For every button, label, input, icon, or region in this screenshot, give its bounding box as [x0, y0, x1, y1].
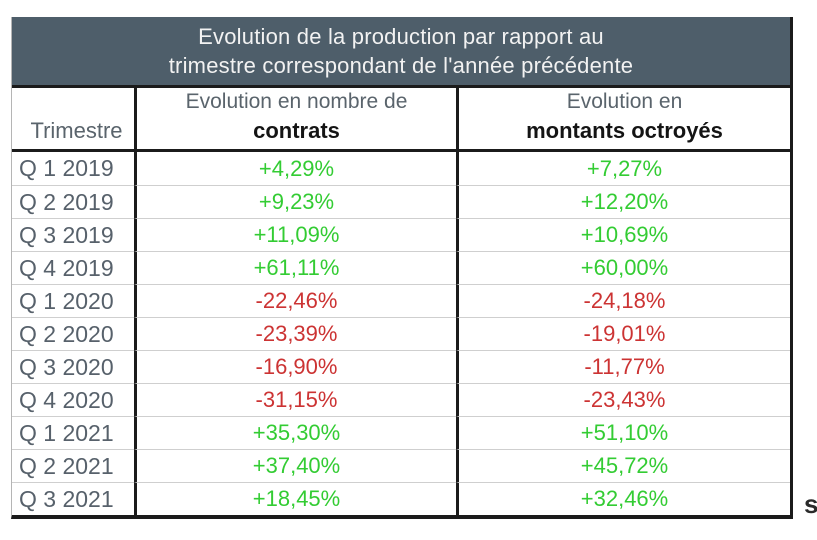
row-label-cell: Q 4 2019 [12, 251, 134, 284]
contrats-value-cell: -31,15% [134, 383, 456, 416]
contrats-value-cell: -22,46% [134, 284, 456, 317]
column-header-contrats-subtitle: Evolution en nombre de [185, 90, 408, 113]
row-label-cell: Q 1 2019 [12, 152, 134, 185]
montants-value-cell: +32,46% [456, 482, 790, 515]
montants-value-cell: +7,27% [456, 152, 790, 185]
montants-value-cell: -19,01% [456, 317, 790, 350]
column-header-trimestre: Trimestre [12, 88, 134, 152]
production-evolution-table: Evolution de la production par rapport a… [11, 17, 793, 519]
column-header-contrats: Evolution en nombre de contrats [134, 88, 456, 152]
row-label-cell: Q 2 2019 [12, 185, 134, 218]
row-label-cell: Q 2 2021 [12, 449, 134, 482]
contrats-value-cell: +18,45% [134, 482, 456, 515]
row-label-cell: Q 3 2019 [12, 218, 134, 251]
montants-value-cell: +51,10% [456, 416, 790, 449]
montants-value-cell: -24,18% [456, 284, 790, 317]
contrats-value-cell: +37,40% [134, 449, 456, 482]
contrats-value-cell: +9,23% [134, 185, 456, 218]
row-label-cell: Q 3 2020 [12, 350, 134, 383]
row-label-cell: Q 1 2021 [12, 416, 134, 449]
column-header-contrats-label: contrats [253, 118, 340, 143]
row-label-cell: Q 3 2021 [12, 482, 134, 515]
table-title-line2: trimestre correspondant de l'année précé… [168, 53, 634, 78]
contrats-value-cell: +11,09% [134, 218, 456, 251]
contrats-value-cell: -23,39% [134, 317, 456, 350]
montants-value-cell: -11,77% [456, 350, 790, 383]
montants-value-cell: +45,72% [456, 449, 790, 482]
table-title-line1: Evolution de la production par rapport a… [198, 24, 604, 49]
montants-value-cell: +60,00% [456, 251, 790, 284]
row-label-cell: Q 4 2020 [12, 383, 134, 416]
montants-value-cell: -23,43% [456, 383, 790, 416]
contrats-value-cell: +61,11% [134, 251, 456, 284]
clipped-text-fragment: s [804, 489, 817, 519]
contrats-value-cell: +35,30% [134, 416, 456, 449]
contrats-value-cell: -16,90% [134, 350, 456, 383]
column-header-trimestre-label: Trimestre [30, 118, 123, 143]
table-title-band: Evolution de la production par rapport a… [12, 17, 790, 88]
contrats-value-cell: +4,29% [134, 152, 456, 185]
montants-value-cell: +12,20% [456, 185, 790, 218]
column-header-montants: Evolution en montants octroyés [456, 88, 790, 152]
row-label-cell: Q 2 2020 [12, 317, 134, 350]
column-header-montants-subtitle: Evolution en [566, 90, 683, 113]
montants-value-cell: +10,69% [456, 218, 790, 251]
row-label-cell: Q 1 2020 [12, 284, 134, 317]
table-grid: Trimestre Evolution en nombre de contrat… [12, 88, 790, 515]
column-header-montants-label: montants octroyés [526, 118, 723, 143]
